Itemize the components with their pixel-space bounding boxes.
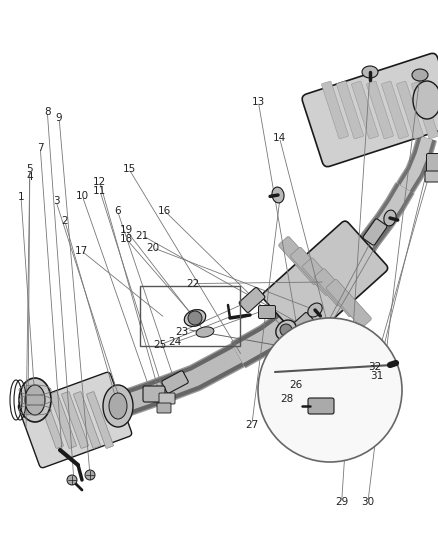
Ellipse shape bbox=[412, 69, 428, 81]
Text: 22: 22 bbox=[186, 279, 199, 288]
FancyBboxPatch shape bbox=[314, 269, 360, 317]
FancyBboxPatch shape bbox=[308, 398, 334, 414]
Text: 2: 2 bbox=[61, 216, 68, 226]
Text: 7: 7 bbox=[37, 143, 44, 153]
FancyBboxPatch shape bbox=[336, 81, 364, 139]
FancyBboxPatch shape bbox=[381, 81, 409, 139]
Text: 14: 14 bbox=[273, 133, 286, 142]
Text: 17: 17 bbox=[74, 246, 88, 255]
Text: 21: 21 bbox=[136, 231, 149, 240]
FancyBboxPatch shape bbox=[37, 392, 64, 448]
FancyBboxPatch shape bbox=[62, 392, 88, 448]
Text: 25: 25 bbox=[153, 340, 166, 350]
Text: 26: 26 bbox=[289, 380, 302, 390]
Text: 10: 10 bbox=[76, 191, 89, 201]
FancyBboxPatch shape bbox=[159, 393, 175, 404]
FancyBboxPatch shape bbox=[326, 279, 371, 327]
FancyBboxPatch shape bbox=[74, 392, 100, 448]
Text: 15: 15 bbox=[123, 165, 136, 174]
FancyBboxPatch shape bbox=[262, 221, 388, 343]
Ellipse shape bbox=[103, 385, 133, 427]
FancyBboxPatch shape bbox=[279, 237, 324, 285]
FancyBboxPatch shape bbox=[290, 247, 336, 295]
Text: 3: 3 bbox=[53, 197, 60, 206]
Text: 1: 1 bbox=[18, 192, 25, 202]
Ellipse shape bbox=[184, 310, 206, 326]
Ellipse shape bbox=[276, 320, 296, 340]
FancyBboxPatch shape bbox=[427, 154, 438, 174]
Text: 19: 19 bbox=[120, 225, 133, 235]
FancyBboxPatch shape bbox=[18, 372, 132, 467]
Text: 31: 31 bbox=[370, 371, 383, 381]
FancyBboxPatch shape bbox=[302, 258, 348, 306]
FancyBboxPatch shape bbox=[412, 81, 438, 139]
Circle shape bbox=[188, 311, 202, 325]
Ellipse shape bbox=[413, 81, 438, 119]
FancyBboxPatch shape bbox=[143, 386, 165, 402]
FancyBboxPatch shape bbox=[239, 287, 265, 312]
Text: 13: 13 bbox=[252, 98, 265, 107]
Ellipse shape bbox=[109, 393, 127, 419]
FancyBboxPatch shape bbox=[157, 403, 171, 413]
Circle shape bbox=[280, 324, 292, 336]
Text: 8: 8 bbox=[44, 107, 51, 117]
Text: 23: 23 bbox=[175, 327, 188, 336]
FancyBboxPatch shape bbox=[258, 305, 276, 319]
Text: 27: 27 bbox=[245, 420, 258, 430]
Text: 29: 29 bbox=[335, 497, 348, 507]
FancyBboxPatch shape bbox=[363, 219, 387, 245]
FancyBboxPatch shape bbox=[425, 171, 438, 182]
Text: 20: 20 bbox=[147, 243, 160, 253]
Circle shape bbox=[67, 475, 77, 485]
FancyBboxPatch shape bbox=[289, 312, 315, 337]
Ellipse shape bbox=[362, 66, 378, 78]
Text: 6: 6 bbox=[114, 206, 121, 215]
Ellipse shape bbox=[196, 327, 214, 337]
Ellipse shape bbox=[19, 378, 51, 422]
Text: 5: 5 bbox=[26, 165, 33, 174]
FancyBboxPatch shape bbox=[49, 392, 76, 448]
Text: 32: 32 bbox=[368, 362, 381, 372]
FancyBboxPatch shape bbox=[321, 81, 349, 139]
Text: 28: 28 bbox=[280, 394, 293, 403]
Ellipse shape bbox=[308, 303, 322, 317]
Text: 30: 30 bbox=[361, 497, 374, 507]
Circle shape bbox=[258, 318, 402, 462]
Ellipse shape bbox=[384, 210, 396, 226]
Ellipse shape bbox=[25, 385, 45, 415]
FancyBboxPatch shape bbox=[352, 81, 378, 139]
Text: 24: 24 bbox=[169, 337, 182, 347]
Circle shape bbox=[85, 470, 95, 480]
Text: 9: 9 bbox=[56, 114, 63, 123]
FancyBboxPatch shape bbox=[396, 81, 424, 139]
Text: 18: 18 bbox=[120, 234, 133, 244]
Text: 12: 12 bbox=[93, 177, 106, 187]
Ellipse shape bbox=[272, 187, 284, 203]
FancyBboxPatch shape bbox=[162, 371, 188, 393]
FancyBboxPatch shape bbox=[302, 53, 438, 167]
Text: 4: 4 bbox=[26, 172, 33, 182]
Text: 11: 11 bbox=[93, 186, 106, 196]
Text: 16: 16 bbox=[158, 206, 171, 215]
FancyBboxPatch shape bbox=[87, 392, 113, 448]
FancyBboxPatch shape bbox=[367, 81, 393, 139]
